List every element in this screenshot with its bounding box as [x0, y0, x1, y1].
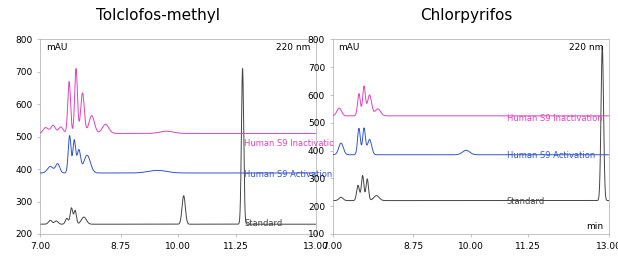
Text: Human S9 Activation: Human S9 Activation — [507, 151, 595, 160]
Text: mAU: mAU — [338, 43, 360, 52]
Text: 220 nm: 220 nm — [276, 43, 311, 52]
Text: Standard: Standard — [244, 219, 282, 228]
Text: Standard: Standard — [507, 197, 545, 206]
Text: Chlorpyrifos: Chlorpyrifos — [420, 8, 513, 23]
Text: mAU: mAU — [46, 43, 67, 52]
Text: min: min — [586, 222, 603, 231]
Text: Human S9 Activation: Human S9 Activation — [244, 170, 332, 179]
Text: Human S9 Inactivation: Human S9 Inactivation — [244, 139, 340, 148]
Text: 220 nm: 220 nm — [569, 43, 603, 52]
Text: Tolclofos-methyl: Tolclofos-methyl — [96, 8, 219, 23]
Text: Human S9 Inactivation: Human S9 Inactivation — [507, 114, 602, 123]
